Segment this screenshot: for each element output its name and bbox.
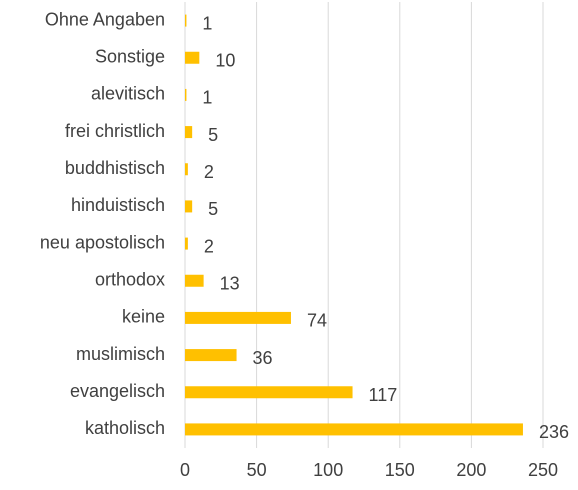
y-tick-label: orthodox <box>95 270 165 290</box>
data-label: 10 <box>215 51 235 71</box>
bar <box>185 14 187 27</box>
x-tick-label: 200 <box>456 460 486 480</box>
bar <box>185 200 193 213</box>
bar <box>185 51 200 64</box>
x-tick-label: 250 <box>528 460 558 480</box>
data-label: 2 <box>204 162 214 182</box>
data-label: 2 <box>204 236 214 256</box>
bar <box>185 423 523 436</box>
bar <box>185 349 237 362</box>
x-tick-label: 50 <box>247 460 267 480</box>
data-label: 5 <box>208 199 218 219</box>
x-tick-label: 0 <box>180 460 190 480</box>
bar <box>185 88 187 101</box>
data-label: 1 <box>202 13 212 33</box>
y-tick-label: alevitisch <box>91 84 165 104</box>
y-tick-label: Sonstige <box>95 47 165 67</box>
data-label: 117 <box>369 385 398 405</box>
y-tick-label: neu apostolisch <box>40 232 165 252</box>
y-tick-label: Ohne Angaben <box>45 9 165 29</box>
bar <box>185 386 353 399</box>
y-tick-label: muslimisch <box>76 344 165 364</box>
data-label: 236 <box>539 422 569 442</box>
bar <box>185 163 188 176</box>
data-label: 36 <box>253 348 273 368</box>
x-tick-label: 100 <box>313 460 343 480</box>
data-label: 74 <box>307 311 327 331</box>
y-tick-label: evangelisch <box>70 381 165 401</box>
bar <box>185 274 204 287</box>
data-label: 1 <box>202 88 212 108</box>
bar <box>185 237 188 250</box>
bar <box>185 311 291 324</box>
y-tick-label: keine <box>122 307 165 327</box>
y-tick-label: hinduistisch <box>71 195 165 215</box>
bar <box>185 126 193 139</box>
y-tick-label: katholisch <box>85 418 165 438</box>
data-label: 5 <box>208 125 218 145</box>
y-tick-label: frei christlich <box>65 121 165 141</box>
x-tick-label: 150 <box>385 460 415 480</box>
y-tick-label: buddhistisch <box>65 158 165 178</box>
data-label: 13 <box>220 274 240 294</box>
